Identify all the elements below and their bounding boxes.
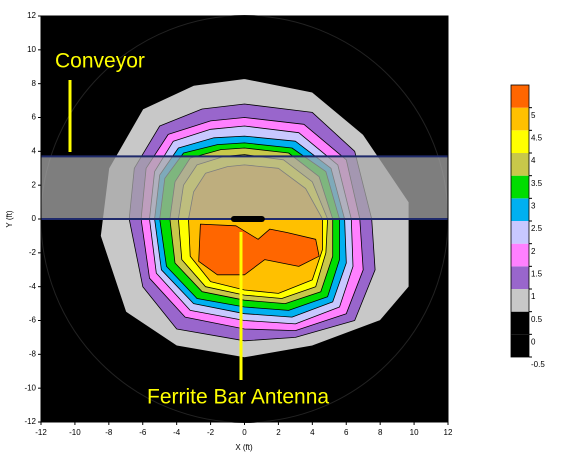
x-tick-label: 0 bbox=[242, 428, 247, 437]
colorbar-band bbox=[511, 334, 529, 357]
y-axis-label: Y (ft) bbox=[5, 210, 14, 228]
colorbar-tick-label: 3.5 bbox=[531, 179, 543, 188]
colorbar-tick-label: 1.5 bbox=[531, 269, 543, 278]
colorbar-band bbox=[511, 85, 529, 108]
conveyor bbox=[41, 156, 448, 219]
y-tick-label: -12 bbox=[24, 417, 36, 426]
y-tick-label: 10 bbox=[27, 45, 36, 54]
x-tick-label: -6 bbox=[139, 428, 147, 437]
colorbar-tick-label: -0.5 bbox=[531, 360, 545, 369]
y-tick-label: 0 bbox=[32, 214, 37, 223]
antenna bbox=[230, 216, 265, 222]
y-tick-label: -10 bbox=[24, 383, 36, 392]
colorbar-tick-label: 4 bbox=[531, 156, 536, 165]
x-tick-label: -2 bbox=[207, 428, 215, 437]
colorbar-band bbox=[511, 130, 529, 153]
colorbar-tick-label: 5 bbox=[531, 111, 536, 120]
x-axis-label: X (ft) bbox=[235, 443, 253, 452]
x-tick-label: 6 bbox=[344, 428, 349, 437]
conveyor-label: Conveyor bbox=[55, 50, 145, 73]
colorbar-tick-label: 3 bbox=[531, 201, 536, 210]
colorbar-tick-label: 2.5 bbox=[531, 224, 543, 233]
y-tick-label: -4 bbox=[29, 282, 37, 291]
x-tick-label: -4 bbox=[173, 428, 181, 437]
y-tick-label: 4 bbox=[32, 146, 37, 155]
y-tick-label: 12 bbox=[27, 11, 36, 20]
colorbar-band bbox=[511, 153, 529, 176]
y-tick-label: -6 bbox=[29, 316, 37, 325]
x-tick-label: -12 bbox=[35, 428, 47, 437]
colorbar-band bbox=[511, 289, 529, 312]
colorbar-tick-label: 0 bbox=[531, 337, 536, 346]
x-tick-label: 8 bbox=[378, 428, 383, 437]
y-tick-label: 2 bbox=[32, 180, 37, 189]
x-tick-label: 10 bbox=[410, 428, 419, 437]
x-tick-label: 12 bbox=[444, 428, 453, 437]
y-tick-label: 8 bbox=[32, 79, 37, 88]
x-tick-label: -8 bbox=[105, 428, 113, 437]
colorbar-tick-label: 1 bbox=[531, 292, 536, 301]
y-tick-label: 6 bbox=[32, 113, 37, 122]
antenna-label: Ferrite Bar Antenna bbox=[147, 386, 329, 409]
colorbar-band bbox=[511, 107, 529, 131]
colorbar-band bbox=[511, 198, 529, 221]
x-tick-label: 2 bbox=[276, 428, 281, 437]
colorbar-tick-label: 2 bbox=[531, 247, 536, 256]
colorbar-tick-label: 4.5 bbox=[531, 133, 543, 142]
x-tick-label: -10 bbox=[69, 428, 81, 437]
x-tick-label: 4 bbox=[310, 428, 315, 437]
colorbar-band bbox=[511, 175, 529, 199]
colorbar-band bbox=[511, 311, 529, 335]
colorbar-band bbox=[511, 221, 529, 244]
y-tick-label: -2 bbox=[29, 248, 37, 257]
colorbar-band bbox=[511, 266, 529, 289]
colorbar-tick-label: 0.5 bbox=[531, 315, 543, 324]
y-tick-label: -8 bbox=[29, 349, 37, 358]
colorbar-band bbox=[511, 243, 529, 267]
contour-region bbox=[198, 223, 320, 276]
